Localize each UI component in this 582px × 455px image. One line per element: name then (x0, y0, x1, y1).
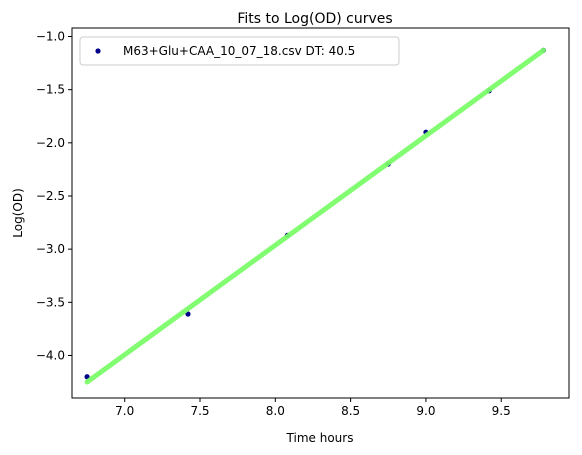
y-tick-label: −4.0 (36, 348, 65, 362)
legend-marker (95, 48, 101, 54)
y-tick-label: −3.5 (36, 295, 65, 309)
x-axis-label: Time hours (286, 431, 354, 445)
legend: M63+Glu+CAA_10_07_18.csv DT: 40.5 (79, 36, 400, 66)
y-tick-label: −3.0 (36, 242, 65, 256)
y-axis: −4.0 −3.5 −3.0 −2.5 −2.0 −1.5 −1.0 (36, 30, 72, 362)
x-tick-label: 9.0 (416, 404, 435, 418)
x-tick-label: 8.0 (266, 404, 285, 418)
x-axis: 7.0 7.5 8.0 8.5 9.0 9.5 (115, 398, 511, 418)
x-tick-label: 7.5 (190, 404, 209, 418)
x-tick-label: 8.5 (341, 404, 360, 418)
series-layer (84, 47, 546, 385)
y-tick-label: −1.0 (36, 30, 65, 44)
x-tick-label: 7.0 (115, 404, 134, 418)
plot-area (71, 27, 570, 399)
legend-box (79, 36, 400, 66)
x-tick-label: 9.5 (492, 404, 511, 418)
y-axis-label: Log(OD) (11, 188, 25, 237)
fit-line (84, 47, 546, 385)
chart-title: Fits to Log(OD) curves (237, 11, 392, 27)
y-tick-label: −1.5 (36, 83, 65, 97)
y-tick-label: −2.5 (36, 189, 65, 203)
legend-entry: M63+Glu+CAA_10_07_18.csv DT: 40.5 (123, 44, 355, 58)
y-tick-label: −2.0 (36, 136, 65, 150)
